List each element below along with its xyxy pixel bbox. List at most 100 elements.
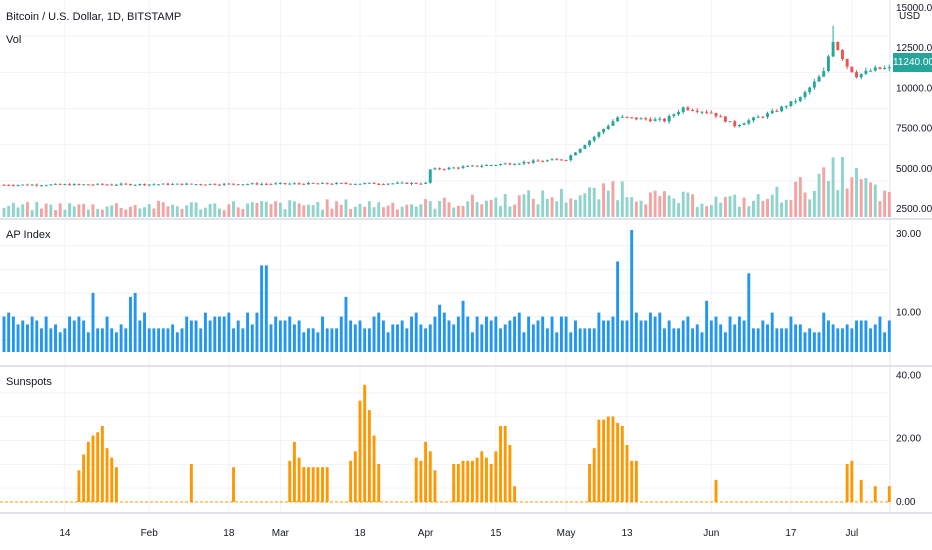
volume-bar [147,204,151,217]
time-axis-tick: 18 [223,528,235,539]
volume-bar [278,202,282,217]
volume-bar [470,194,474,217]
volume-bar [138,208,142,217]
sunspots-label[interactable]: Sunspots [6,376,52,388]
volume-bar [503,194,507,217]
time-axis-tick: Apr [418,528,434,539]
price-candle [11,185,15,187]
volume-bar [742,197,746,217]
ap-index-bar [189,320,193,352]
volume-bar [208,203,212,217]
price-candle [171,183,175,185]
volume-bar [339,204,343,217]
ap-index-bar [311,328,315,352]
volume-bar [461,205,465,217]
price-candle [147,184,151,186]
volume-bar [559,188,563,217]
volume-bar [541,190,545,217]
volume-bar [236,207,240,217]
volume-bar [564,202,568,217]
volume-bar [386,205,390,217]
ap-index-bar [855,320,858,352]
volume-bar [714,196,718,217]
ap-index-bar [700,332,704,352]
ap-index-bar [433,316,437,352]
ap-index-bar [597,312,601,352]
price-candle [503,163,507,165]
price-candle [396,182,399,184]
price-candle [236,184,240,186]
ap-index-bar [143,312,146,352]
ap-index-bar [438,304,442,352]
ap-index-bar [367,328,371,352]
volume-bar [456,205,460,217]
volume-bar [677,203,680,217]
ap-index-bar [325,328,329,352]
price-candle [737,124,741,127]
volume-bar [878,201,882,217]
price-candle [72,183,76,186]
price-candle [485,165,488,167]
volume-bar [185,205,189,217]
volume-bar [452,207,456,217]
ap-index-bar [349,320,353,352]
volume-bar [658,196,662,217]
sunspots-bar [288,460,292,502]
ap-index-bar [147,328,151,352]
price-candle [883,68,887,70]
ap-index-bar [775,328,779,352]
sunspots-bar [377,464,381,502]
volume-bar [822,167,826,217]
sunspots-bar [86,441,90,502]
volume-bar [58,203,62,217]
volume-bar [522,194,526,217]
ap-index-bar [40,328,43,352]
ap-index-bar [49,328,53,352]
volume-label[interactable]: Vol [6,34,22,46]
volume-bar [728,196,732,217]
time-axis-tick: Jun [703,528,719,539]
volume-bar [35,201,39,217]
price-candle [667,116,671,122]
ap-index-label[interactable]: AP Index [6,229,51,241]
volume-bar [831,157,835,217]
volume-bar [222,210,226,217]
symbol-title[interactable]: Bitcoin / U.S. Dollar, 1D, BITSTAMP [6,11,182,23]
ap-index-bar [161,328,165,352]
currency-label[interactable]: USD [899,11,921,22]
ap-index-bar [68,316,72,352]
volume-bar [288,200,292,217]
volume-bar [96,208,100,217]
price-candle [836,42,840,51]
price-candle [105,184,109,186]
ap-index-bar [719,324,723,352]
sunspots-bar [508,445,512,502]
ap-index-bar [836,328,840,352]
ap-index-bar [723,332,727,352]
volume-bar [859,179,863,217]
volume-bar [410,204,413,217]
ap-index-bar [592,328,596,352]
volume-bar [864,178,868,217]
price-candle [119,183,123,185]
volume-bar [719,202,723,217]
price-candle [499,164,502,166]
ap-index-bar [531,324,535,352]
price-axis-tick: 15000.00 [896,3,932,14]
ap-index-bar [733,324,737,352]
volume-bar [705,205,709,217]
volume-bar [513,204,517,217]
ap-index-bar [372,316,376,352]
price-candle [367,182,371,184]
price-candle [58,183,62,185]
volume-bar [606,190,610,217]
price-candle [887,67,891,69]
sunspots-axis-tick: 0.00 [896,497,916,508]
ap-index-bar [644,320,648,352]
sunspots-bar [513,486,517,502]
ap-index-bar [44,316,48,352]
sunspots-bar [625,445,629,502]
ap-index-bar [133,292,137,352]
price-candle [597,132,601,137]
